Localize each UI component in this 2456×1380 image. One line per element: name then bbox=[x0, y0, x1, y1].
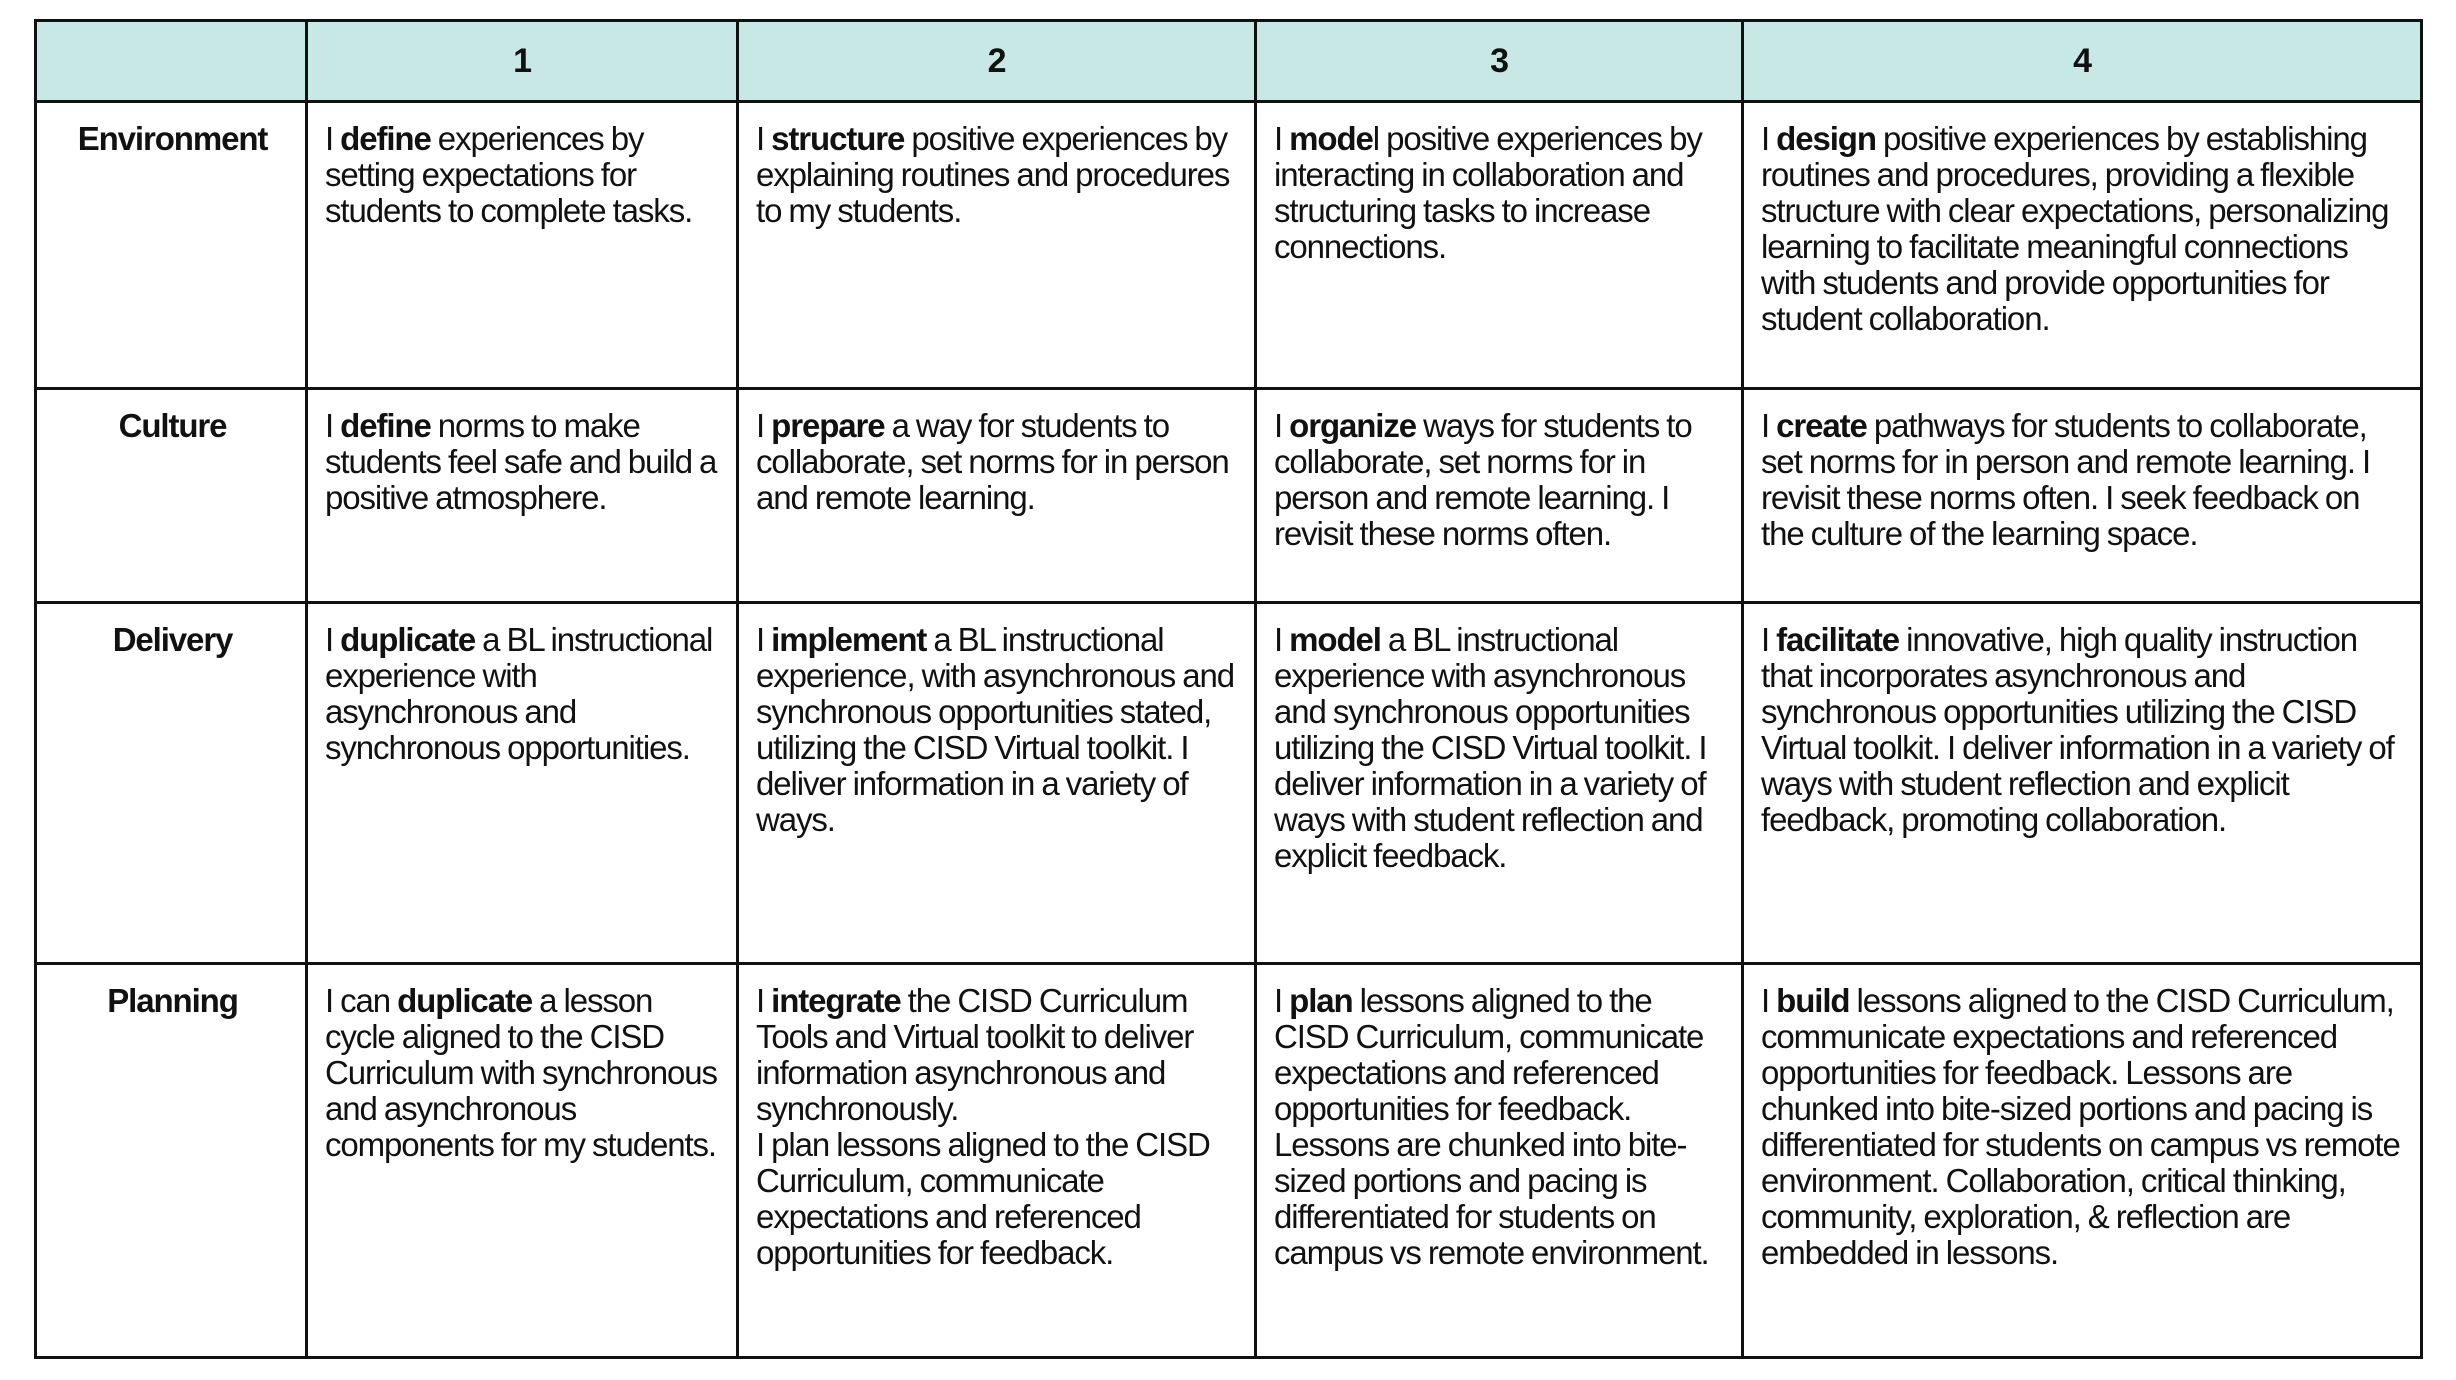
cell-text-part: a BL instructional experience, with asyn… bbox=[756, 621, 1242, 838]
cell-text-part: ways for students to collaborate, set no… bbox=[1274, 407, 1699, 552]
cell-text-part: I bbox=[325, 407, 341, 444]
cell-text-part: experiences by setting expectations for … bbox=[325, 120, 693, 229]
cell-keyword: implement bbox=[771, 621, 927, 658]
cell-text: I define experiences by setting expectat… bbox=[325, 121, 722, 229]
cell-text: I integrate the CISD Curriculum Tools an… bbox=[756, 983, 1240, 1127]
cell-text-part: pathways for students to collaborate, se… bbox=[1761, 407, 2378, 552]
rubric-cell-level-3: I model positive experiences by interact… bbox=[1254, 100, 1744, 390]
rubric-cell-level-1: I define norms to make students feel saf… bbox=[305, 387, 739, 604]
cell-text-part: I bbox=[1274, 120, 1290, 157]
cell-text-part: a way for students to collaborate, set n… bbox=[756, 407, 1236, 516]
rubric-cell-level-4: I build lessons aligned to the CISD Curr… bbox=[1741, 962, 2423, 1359]
header-level-1: 1 bbox=[305, 19, 739, 103]
cell-text-part: I bbox=[1761, 621, 1777, 658]
cell-keyword: model bbox=[1289, 621, 1382, 658]
rubric-row: Delivery I duplicate a BL instructional e… bbox=[34, 601, 2423, 965]
cell-text-part: I bbox=[756, 407, 772, 444]
rubric-cell-level-3: I plan lessons aligned to the CISD Curri… bbox=[1254, 962, 1744, 1359]
cell-text-part: I bbox=[756, 621, 772, 658]
row-label: Delivery bbox=[34, 601, 308, 965]
rubric-row: Environment I define experiences by setti… bbox=[34, 100, 2423, 390]
rubric-cell-level-4: I create pathways for students to collab… bbox=[1741, 387, 2423, 604]
cell-text-part: the CISD Curriculum Tools and Virtual to… bbox=[756, 982, 1201, 1127]
cell-text: I define norms to make students feel saf… bbox=[325, 408, 722, 516]
cell-text-part: I bbox=[1761, 982, 1777, 1019]
cell-keyword: prepare bbox=[771, 407, 885, 444]
header-level-2: 2 bbox=[736, 19, 1257, 103]
rubric-cell-level-1: I duplicate a BL instructional experienc… bbox=[305, 601, 739, 965]
cell-text: I create pathways for students to collab… bbox=[1761, 408, 2406, 552]
cell-keyword: organize bbox=[1289, 407, 1417, 444]
cell-text: I design positive experiences by establi… bbox=[1761, 121, 2406, 337]
rubric-row: Culture I define norms to make students f… bbox=[34, 387, 2423, 604]
rubric-cell-level-2: I prepare a way for students to collabor… bbox=[736, 387, 1257, 604]
rubric-row: Planning I can duplicate a lesson cycle a… bbox=[34, 962, 2423, 1359]
cell-text-part: innovative, high quality instruction tha… bbox=[1761, 621, 2401, 838]
header-row: 1 2 3 4 bbox=[34, 19, 2423, 103]
cell-keyword: create bbox=[1776, 407, 1868, 444]
cell-keyword: duplicate bbox=[397, 982, 533, 1019]
rubric-cell-level-4: I facilitate innovative, high quality in… bbox=[1741, 601, 2423, 965]
cell-keyword: structure bbox=[771, 120, 905, 157]
cell-text: I model positive experiences by interact… bbox=[1274, 121, 1727, 265]
cell-text-part: a lesson cycle aligned to the CISD Curri… bbox=[325, 982, 725, 1163]
cell-text: I model a BL instructional experience wi… bbox=[1274, 622, 1727, 874]
cell-text-part: l positive experiences by interacting in… bbox=[1274, 120, 1709, 265]
cell-text-part: I bbox=[756, 982, 772, 1019]
rubric-cell-level-4: I design positive experiences by establi… bbox=[1741, 100, 2423, 390]
rubric-cell-level-2: I implement a BL instructional experienc… bbox=[736, 601, 1257, 965]
cell-text: I prepare a way for students to collabor… bbox=[756, 408, 1240, 516]
cell-text-extra: I plan lessons aligned to the CISD Curri… bbox=[756, 1126, 1211, 1271]
cell-text-part: a BL instructional experience with async… bbox=[325, 621, 720, 766]
cell-keyword: facilitate bbox=[1776, 621, 1900, 658]
cell-text-part: I bbox=[1274, 407, 1290, 444]
cell-keyword: define bbox=[340, 120, 432, 157]
rubric-table: 1 2 3 4 Environment I define experiences … bbox=[34, 19, 2423, 1359]
cell-keyword: plan bbox=[1289, 982, 1354, 1019]
rubric-cell-level-2: I structure positive experiences by expl… bbox=[736, 100, 1257, 390]
cell-text: I organize ways for students to collabor… bbox=[1274, 408, 1727, 552]
cell-text: I plan lessons aligned to the CISD Curri… bbox=[1274, 983, 1727, 1271]
cell-keyword: build bbox=[1776, 982, 1850, 1019]
cell-text-part: positive experiences by explaining routi… bbox=[756, 120, 1237, 229]
cell-text-part: lessons aligned to the CISD Curriculum, … bbox=[1761, 982, 2407, 1271]
cell-text-part: I bbox=[1274, 982, 1290, 1019]
rubric-cell-level-3: I organize ways for students to collabor… bbox=[1254, 387, 1744, 604]
cell-text-part: norms to make students feel safe and bui… bbox=[325, 407, 724, 516]
cell-text: I facilitate innovative, high quality in… bbox=[1761, 622, 2406, 838]
cell-text-part: I bbox=[1761, 407, 1777, 444]
header-level-4: 4 bbox=[1741, 19, 2423, 103]
cell-text-part: I can bbox=[325, 982, 398, 1019]
cell-text-part: a BL instructional experience with async… bbox=[1274, 621, 1714, 874]
cell-keyword: design bbox=[1776, 120, 1877, 157]
cell-keyword: integrate bbox=[771, 982, 902, 1019]
cell-text-part: positive experiences by establishing rou… bbox=[1761, 120, 2396, 337]
cell-text-part: I bbox=[756, 120, 772, 157]
cell-text: I structure positive experiences by expl… bbox=[756, 121, 1240, 229]
cell-text: I duplicate a BL instructional experienc… bbox=[325, 622, 722, 766]
cell-text-part: I bbox=[1761, 120, 1777, 157]
cell-text: I implement a BL instructional experienc… bbox=[756, 622, 1240, 838]
rubric-cell-level-3: I model a BL instructional experience wi… bbox=[1254, 601, 1744, 965]
cell-text: I can duplicate a lesson cycle aligned t… bbox=[325, 983, 722, 1163]
rubric-cell-level-1: I define experiences by setting expectat… bbox=[305, 100, 739, 390]
header-corner bbox=[34, 19, 308, 103]
cell-text-part: lessons aligned to the CISD Curriculum, … bbox=[1274, 982, 1711, 1271]
header-level-3: 3 bbox=[1254, 19, 1744, 103]
cell-keyword: duplicate bbox=[340, 621, 476, 658]
row-label: Culture bbox=[34, 387, 308, 604]
row-label: Environment bbox=[34, 100, 308, 390]
cell-keyword: define bbox=[340, 407, 432, 444]
cell-text: I build lessons aligned to the CISD Curr… bbox=[1761, 983, 2406, 1271]
row-label: Planning bbox=[34, 962, 308, 1359]
rubric-cell-level-1: I can duplicate a lesson cycle aligned t… bbox=[305, 962, 739, 1359]
cell-keyword: mode bbox=[1289, 120, 1374, 157]
rubric-cell-level-2: I integrate the CISD Curriculum Tools an… bbox=[736, 962, 1257, 1359]
cell-text-part: I bbox=[1274, 621, 1290, 658]
cell-text-part: I bbox=[325, 120, 341, 157]
cell-text-part: I bbox=[325, 621, 341, 658]
